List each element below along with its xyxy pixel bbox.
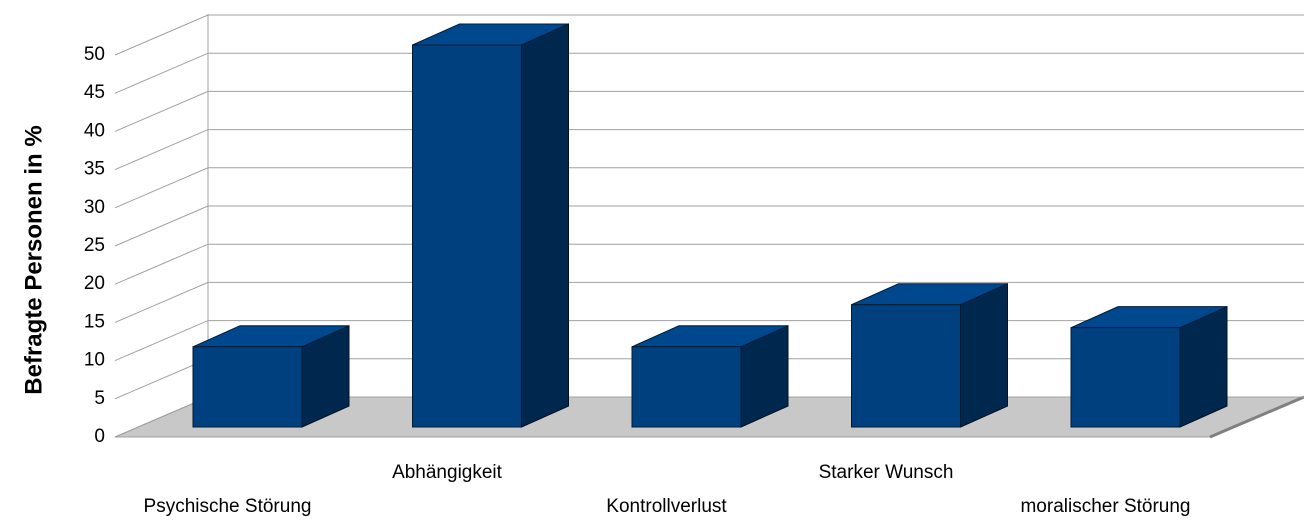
grid-line [114,90,1304,132]
bar-front [851,304,961,428]
y-tick-label: 20 [84,273,105,294]
y-tick-label: 30 [84,197,105,218]
grid-line [114,243,1304,285]
x-tick-label: Psychische Störung [144,496,312,517]
bar-front [1070,327,1181,428]
bar [631,325,789,428]
bar-front [631,346,742,428]
bar [192,325,350,428]
x-tick-label: Kontrollverlust [606,496,727,517]
grid-line [114,167,1304,209]
bar-side [521,23,569,428]
y-axis-label: Befragte Personen in % [20,125,47,394]
y-tick-label: 10 [84,350,105,371]
y-tick-label: 5 [94,388,105,409]
bar [1070,305,1228,428]
grid-line [114,281,1304,323]
y-tick-label: 50 [84,44,105,65]
grid-line [114,14,1304,56]
y-tick-label: 40 [84,120,105,141]
x-tick-label: Starker Wunsch [819,462,954,483]
bar-front [192,346,303,428]
floor-edge [1209,395,1304,439]
bar-side [960,282,1008,428]
y-tick-label: 25 [84,235,105,256]
x-tick-label: moralischer Störung [1020,496,1190,517]
x-tick-label: Abhängigkeit [392,462,503,483]
y-tick-label: 35 [84,159,105,180]
bar [851,282,1008,428]
bar-front [412,44,522,428]
bar [412,23,569,428]
grid-line [114,52,1304,94]
grid-line [114,205,1304,247]
grid-line [114,129,1304,171]
y-tick-label: 15 [84,311,105,332]
y-tick-label: 45 [84,82,105,103]
y-tick-label: 0 [94,426,105,447]
